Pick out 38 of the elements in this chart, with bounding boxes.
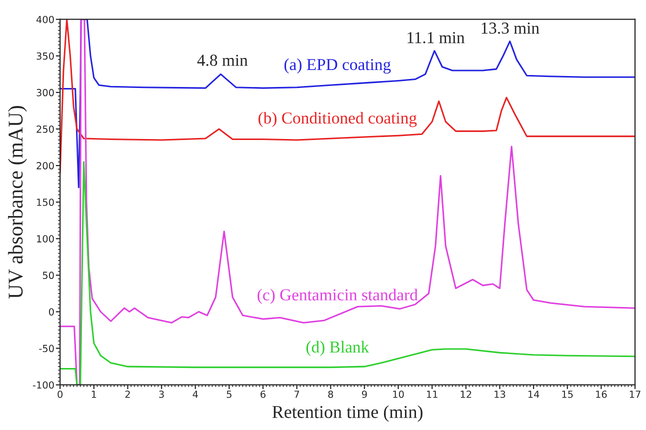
y-tick-label: 350 — [36, 52, 54, 60]
y-tick-label: -50 — [39, 344, 54, 352]
x-tick-label: 16 — [596, 390, 607, 398]
x-tick-label: 10 — [393, 390, 404, 398]
annotation: 11.1 min — [408, 32, 465, 44]
series-label: (a) EPD coating — [284, 58, 391, 74]
x-tick-label: 0 — [58, 390, 63, 398]
series-label: (d) Blank — [306, 340, 370, 356]
y-tick-label: 50 — [42, 272, 54, 280]
series-label: (b) Conditioned coating — [258, 112, 417, 128]
x-tick-label: 11 — [426, 390, 438, 398]
x-tick-label: 4 — [192, 390, 198, 398]
x-tick-label: 6 — [260, 390, 266, 398]
x-tick-label: 15 — [562, 390, 573, 398]
x-tick-label: 9 — [362, 390, 367, 398]
y-tick-label: 150 — [37, 198, 54, 206]
x-axis-title: Retention time (min) — [272, 405, 422, 422]
y-tick-label: 0 — [48, 308, 54, 316]
y-tick-label: 300 — [36, 88, 54, 96]
x-tick-label: 17 — [630, 390, 640, 398]
x-tick-label: 3 — [159, 390, 164, 398]
y-tick-label: -100 — [32, 381, 54, 389]
x-tick-label: 5 — [226, 390, 232, 398]
y-tick-label: 100 — [37, 235, 54, 242]
x-tick-label: 8 — [328, 390, 334, 398]
y-tick-label: 400 — [36, 16, 54, 24]
annotation: 4.8 min — [197, 54, 248, 66]
y-tick-label: 250 — [36, 125, 54, 133]
annotation: 13.3 min — [482, 22, 540, 34]
y-tick-label: 200 — [36, 162, 54, 170]
x-tick-label: 14 — [528, 390, 540, 398]
y-axis-title: UV absorbance (mAU) — [8, 106, 27, 299]
x-tick-label: 12 — [460, 390, 472, 398]
x-tick-label: 7 — [294, 390, 300, 398]
x-tick-label: 1 — [92, 390, 96, 398]
x-tick-label: 2 — [125, 390, 130, 398]
x-tick-label: 13 — [494, 390, 506, 398]
series-label: (c) Gentamicin standard — [258, 288, 418, 304]
